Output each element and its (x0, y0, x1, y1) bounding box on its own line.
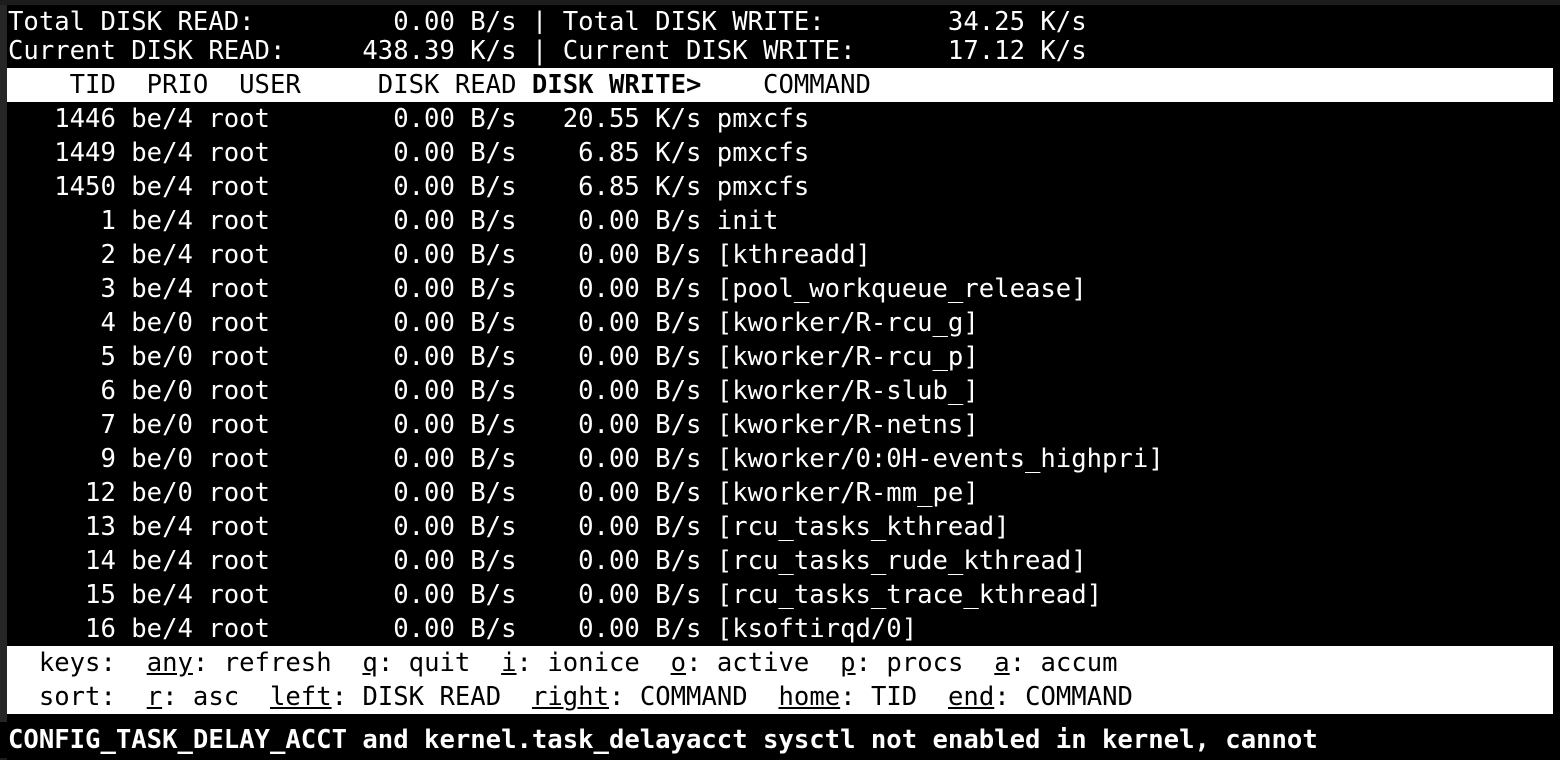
table-row[interactable]: 1449 be/4 root 0.00 B/s 6.85 K/s pmxcfs (7, 136, 1560, 170)
summary-line-total: Total DISK READ: 0.00 B/s | Total DISK W… (7, 5, 1560, 39)
key-any[interactable]: any (146, 648, 193, 678)
table-row[interactable]: 1446 be/4 root 0.00 B/s 20.55 K/s pmxcfs (7, 102, 1560, 136)
table-row[interactable]: 7 be/0 root 0.00 B/s 0.00 B/s [kworker/R… (7, 408, 1560, 442)
window-top-border (0, 0, 1560, 5)
kernel-warning-message: CONFIG_TASK_DELAY_ACCT and kernel.task_d… (0, 722, 1560, 758)
key-active-action: : active (686, 648, 841, 678)
key-sort-left-action: : DISK READ (331, 682, 532, 712)
column-header-left: TID PRIO USER DISK READ (8, 70, 532, 100)
table-row[interactable]: 16 be/4 root 0.00 B/s 0.00 B/s [ksoftirq… (7, 612, 1560, 646)
table-row[interactable]: 4 be/0 root 0.00 B/s 0.00 B/s [kworker/R… (7, 306, 1560, 340)
key-sort-home-action: : TID (840, 682, 949, 712)
table-row[interactable]: 15 be/4 root 0.00 B/s 0.00 B/s [rcu_task… (7, 578, 1560, 612)
key-accum-action: : accum (1009, 648, 1118, 678)
key-quit[interactable]: q (362, 648, 378, 678)
key-ionice-action: : ionice (516, 648, 671, 678)
table-row[interactable]: 12 be/0 root 0.00 B/s 0.00 B/s [kworker/… (7, 476, 1560, 510)
key-active[interactable]: o (670, 648, 687, 678)
table-column-header[interactable]: TID PRIO USER DISK READ DISK WRITE> COMM… (7, 68, 1553, 102)
window-left-border (0, 0, 7, 760)
table-row[interactable]: 5 be/0 root 0.00 B/s 0.00 B/s [kworker/R… (7, 340, 1560, 374)
table-row[interactable]: 2 be/4 root 0.00 B/s 0.00 B/s [kthreadd] (7, 238, 1560, 272)
footer-keys-line: keys: any: refresh q: quit i: ionice o: … (7, 646, 1553, 680)
key-sort-asc[interactable]: r (146, 682, 163, 712)
key-sort-asc-action: : asc (162, 682, 270, 712)
key-sort-left[interactable]: left (269, 682, 332, 712)
table-row[interactable]: 1450 be/4 root 0.00 B/s 6.85 K/s pmxcfs (7, 170, 1560, 204)
column-header-command[interactable]: COMMAND (701, 70, 871, 100)
footer-sort-line: sort: r: asc left: DISK READ right: COMM… (7, 680, 1553, 714)
key-any-action: : refresh (192, 648, 363, 678)
key-procs[interactable]: p (840, 648, 856, 678)
key-sort-end[interactable]: end (948, 682, 995, 712)
table-row[interactable]: 13 be/4 root 0.00 B/s 0.00 B/s [rcu_task… (7, 510, 1560, 544)
key-sort-right[interactable]: right (531, 682, 609, 712)
key-procs-action: : procs (855, 648, 995, 678)
table-row[interactable]: 3 be/4 root 0.00 B/s 0.00 B/s [pool_work… (7, 272, 1560, 306)
key-accum[interactable]: a (994, 648, 1010, 678)
footer-keys-label: keys: (8, 648, 147, 678)
summary-line-current: Current DISK READ: 438.39 K/s | Current … (7, 34, 1560, 68)
column-header-disk-write-sorted[interactable]: DISK WRITE> (531, 70, 702, 100)
key-sort-right-action: : COMMAND (609, 682, 779, 712)
key-sort-end-action: : COMMAND (994, 682, 1133, 712)
table-row[interactable]: 9 be/0 root 0.00 B/s 0.00 B/s [kworker/0… (7, 442, 1560, 476)
key-quit-action: : quit (377, 648, 502, 678)
key-sort-home[interactable]: home (778, 682, 841, 712)
table-row[interactable]: 14 be/4 root 0.00 B/s 0.00 B/s [rcu_task… (7, 544, 1560, 578)
table-row[interactable]: 1 be/4 root 0.00 B/s 0.00 B/s init (7, 204, 1560, 238)
footer-sort-label: sort: (8, 682, 147, 712)
key-ionice[interactable]: i (501, 648, 517, 678)
terminal-screen: Total DISK READ: 0.00 B/s | Total DISK W… (7, 5, 1560, 760)
table-row[interactable]: 6 be/0 root 0.00 B/s 0.00 B/s [kworker/R… (7, 374, 1560, 408)
